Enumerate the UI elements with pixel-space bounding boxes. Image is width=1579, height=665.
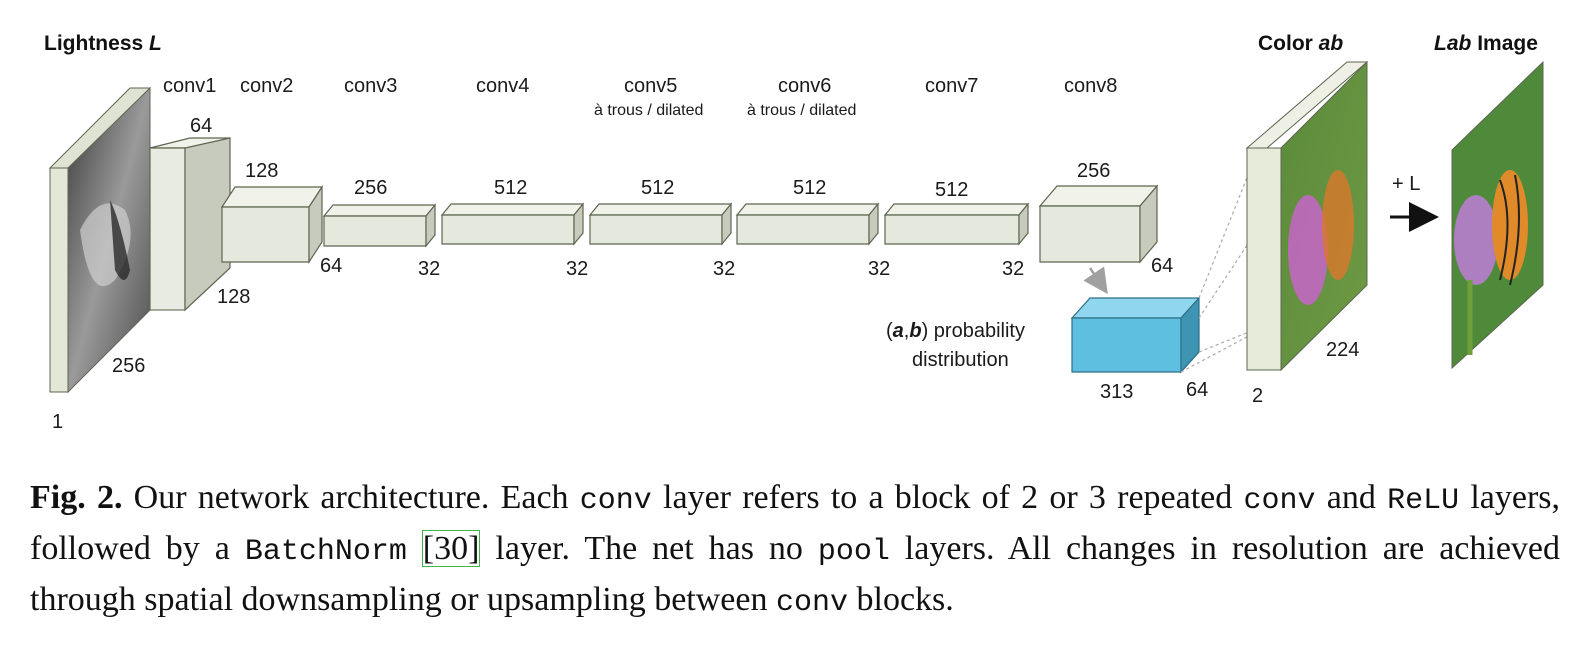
conv8-channels: 256	[1077, 160, 1110, 182]
output-channels-label: 2	[1252, 385, 1263, 407]
conv8-block	[1038, 184, 1159, 264]
conv3-label: conv3	[344, 75, 397, 97]
figure-caption: Fig. 2. Our network architecture. Each c…	[30, 479, 1561, 620]
conv3-block	[322, 203, 437, 248]
input-resolution-label: 256	[112, 355, 145, 377]
color-ab-header: Color ab	[1258, 32, 1343, 55]
conv2-channels: 128	[245, 160, 278, 182]
distribution-resolution: 64	[1186, 379, 1208, 401]
network-architecture-diagram: Lightness L Color ab Lab Image 1 256	[44, 32, 1544, 433]
plus-l-label: + L	[1392, 173, 1420, 195]
lab-image-header: Lab Image	[1434, 32, 1538, 55]
conv5-resolution: 32	[713, 258, 735, 280]
input-lightness-image	[48, 86, 152, 394]
conv6-dilated-label: à trous / dilated	[747, 102, 856, 119]
conv1-block	[149, 137, 231, 312]
conv3-channels: 256	[354, 177, 387, 199]
conv5-dilated-label: à trous / dilated	[594, 102, 703, 119]
distribution-channels: 313	[1100, 381, 1133, 403]
conv5-block	[588, 202, 733, 246]
lab-color-image	[1451, 60, 1544, 370]
conv6-block	[735, 202, 880, 246]
probability-distribution-block	[1070, 296, 1201, 374]
conv2-resolution: 64	[320, 255, 342, 277]
conv4-resolution: 32	[566, 258, 588, 280]
conv5-label: conv5	[624, 75, 677, 97]
conv6-channels: 512	[793, 177, 826, 199]
probability-distribution-label: (a,b) probability	[886, 320, 1025, 342]
conv8-label: conv8	[1064, 75, 1117, 97]
conv1-channels: 64	[190, 115, 212, 137]
citation-link[interactable]: [30]	[421, 530, 481, 567]
conv2-block	[220, 184, 324, 265]
conv1-label: conv1	[163, 75, 216, 97]
conv7-resolution: 32	[1002, 258, 1024, 280]
conv5-channels: 512	[641, 177, 674, 199]
conv1-resolution: 128	[217, 286, 250, 308]
input-header: Lightness L	[44, 32, 162, 55]
input-channels-label: 1	[52, 411, 63, 433]
output-resolution-label: 224	[1326, 339, 1359, 361]
probability-distribution-label-2: distribution	[912, 349, 1009, 371]
output-ab-image	[1245, 60, 1369, 372]
conv4-label: conv4	[476, 75, 529, 97]
conv7-label: conv7	[925, 75, 978, 97]
conv6-resolution: 32	[868, 258, 890, 280]
conv2-label: conv2	[240, 75, 293, 97]
figure-number: Fig. 2.	[30, 479, 123, 516]
conv4-channels: 512	[494, 177, 527, 199]
conv8-to-distribution-arrow	[1083, 266, 1108, 295]
conv6-label: conv6	[778, 75, 831, 97]
conv8-resolution: 64	[1151, 255, 1173, 277]
conv4-block	[440, 202, 585, 246]
conv3-resolution: 32	[418, 258, 440, 280]
conv7-channels: 512	[935, 179, 968, 201]
conv7-block	[883, 202, 1030, 246]
